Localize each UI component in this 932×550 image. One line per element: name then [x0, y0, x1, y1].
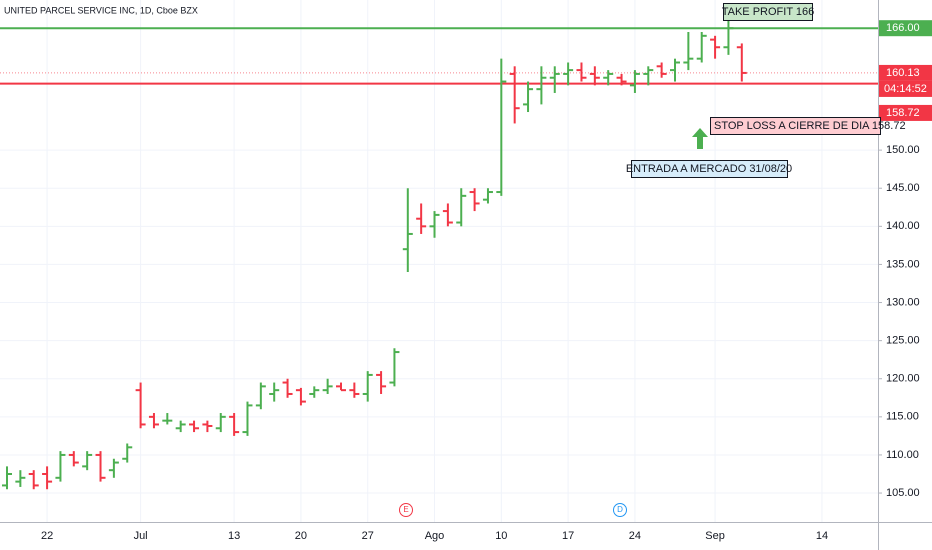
y-tick-label: 110.00 — [886, 449, 919, 461]
y-tick-label: 115.00 — [886, 411, 919, 423]
take-profit-note: TAKE PROFIT 166 — [722, 6, 815, 18]
price-label-box — [879, 64, 932, 81]
countdown-box — [879, 80, 932, 97]
earnings-event-label: E — [403, 505, 408, 514]
take-profit-box — [723, 3, 813, 21]
bars — [2, 20, 747, 490]
y-tick-label: 140.00 — [886, 220, 920, 232]
x-tick-label: Sep — [705, 530, 725, 542]
symbol-header: UNITED PARCEL SERVICE INC, 1D, Cboe BZX — [4, 5, 198, 15]
countdown: 04:14:52 — [884, 83, 927, 95]
entry-box — [631, 160, 788, 178]
x-tick-label: 10 — [495, 530, 507, 542]
x-tick-label: 13 — [228, 530, 240, 542]
stop-loss-box — [710, 117, 881, 135]
price-label-box — [879, 104, 932, 121]
x-tick-label: Ago — [425, 530, 445, 542]
y-tick-label: 130.00 — [886, 296, 920, 308]
x-tick-label: 14 — [816, 530, 828, 542]
price-label-box — [879, 20, 932, 37]
x-tick-label: 20 — [295, 530, 307, 542]
entry-arrow — [692, 128, 708, 149]
x-tick-label: 27 — [362, 530, 374, 542]
y-tick-label: 105.00 — [886, 487, 920, 499]
x-tick-label: 22 — [41, 530, 53, 542]
y-tick-label: 125.00 — [886, 335, 920, 347]
x-tick-label: 17 — [562, 530, 574, 542]
price-label: 158.72 — [886, 107, 920, 119]
earnings-event[interactable] — [399, 503, 413, 517]
dividend-event[interactable] — [613, 503, 627, 517]
y-tick-label: 150.00 — [886, 144, 920, 156]
price-label: 166.00 — [886, 22, 920, 34]
entry-note: ENTRADA A MERCADO 31/08/20 — [626, 163, 792, 175]
dividend-event-label: D — [617, 505, 623, 514]
stop-loss-note: STOP LOSS A CIERRE DE DIA 158.72 — [714, 120, 906, 132]
x-tick-label: 24 — [629, 530, 641, 542]
x-tick-label: Jul — [134, 530, 148, 542]
grid — [0, 0, 878, 522]
y-tick-label: 145.00 — [886, 182, 920, 194]
y-tick-label: 120.00 — [886, 373, 920, 385]
y-tick-label: 135.00 — [886, 258, 920, 270]
axes: 105.00 110.00 115.00 120.00 125.00 130.00 135.… — [41, 20, 932, 542]
price-label: 160.13 — [886, 67, 920, 79]
